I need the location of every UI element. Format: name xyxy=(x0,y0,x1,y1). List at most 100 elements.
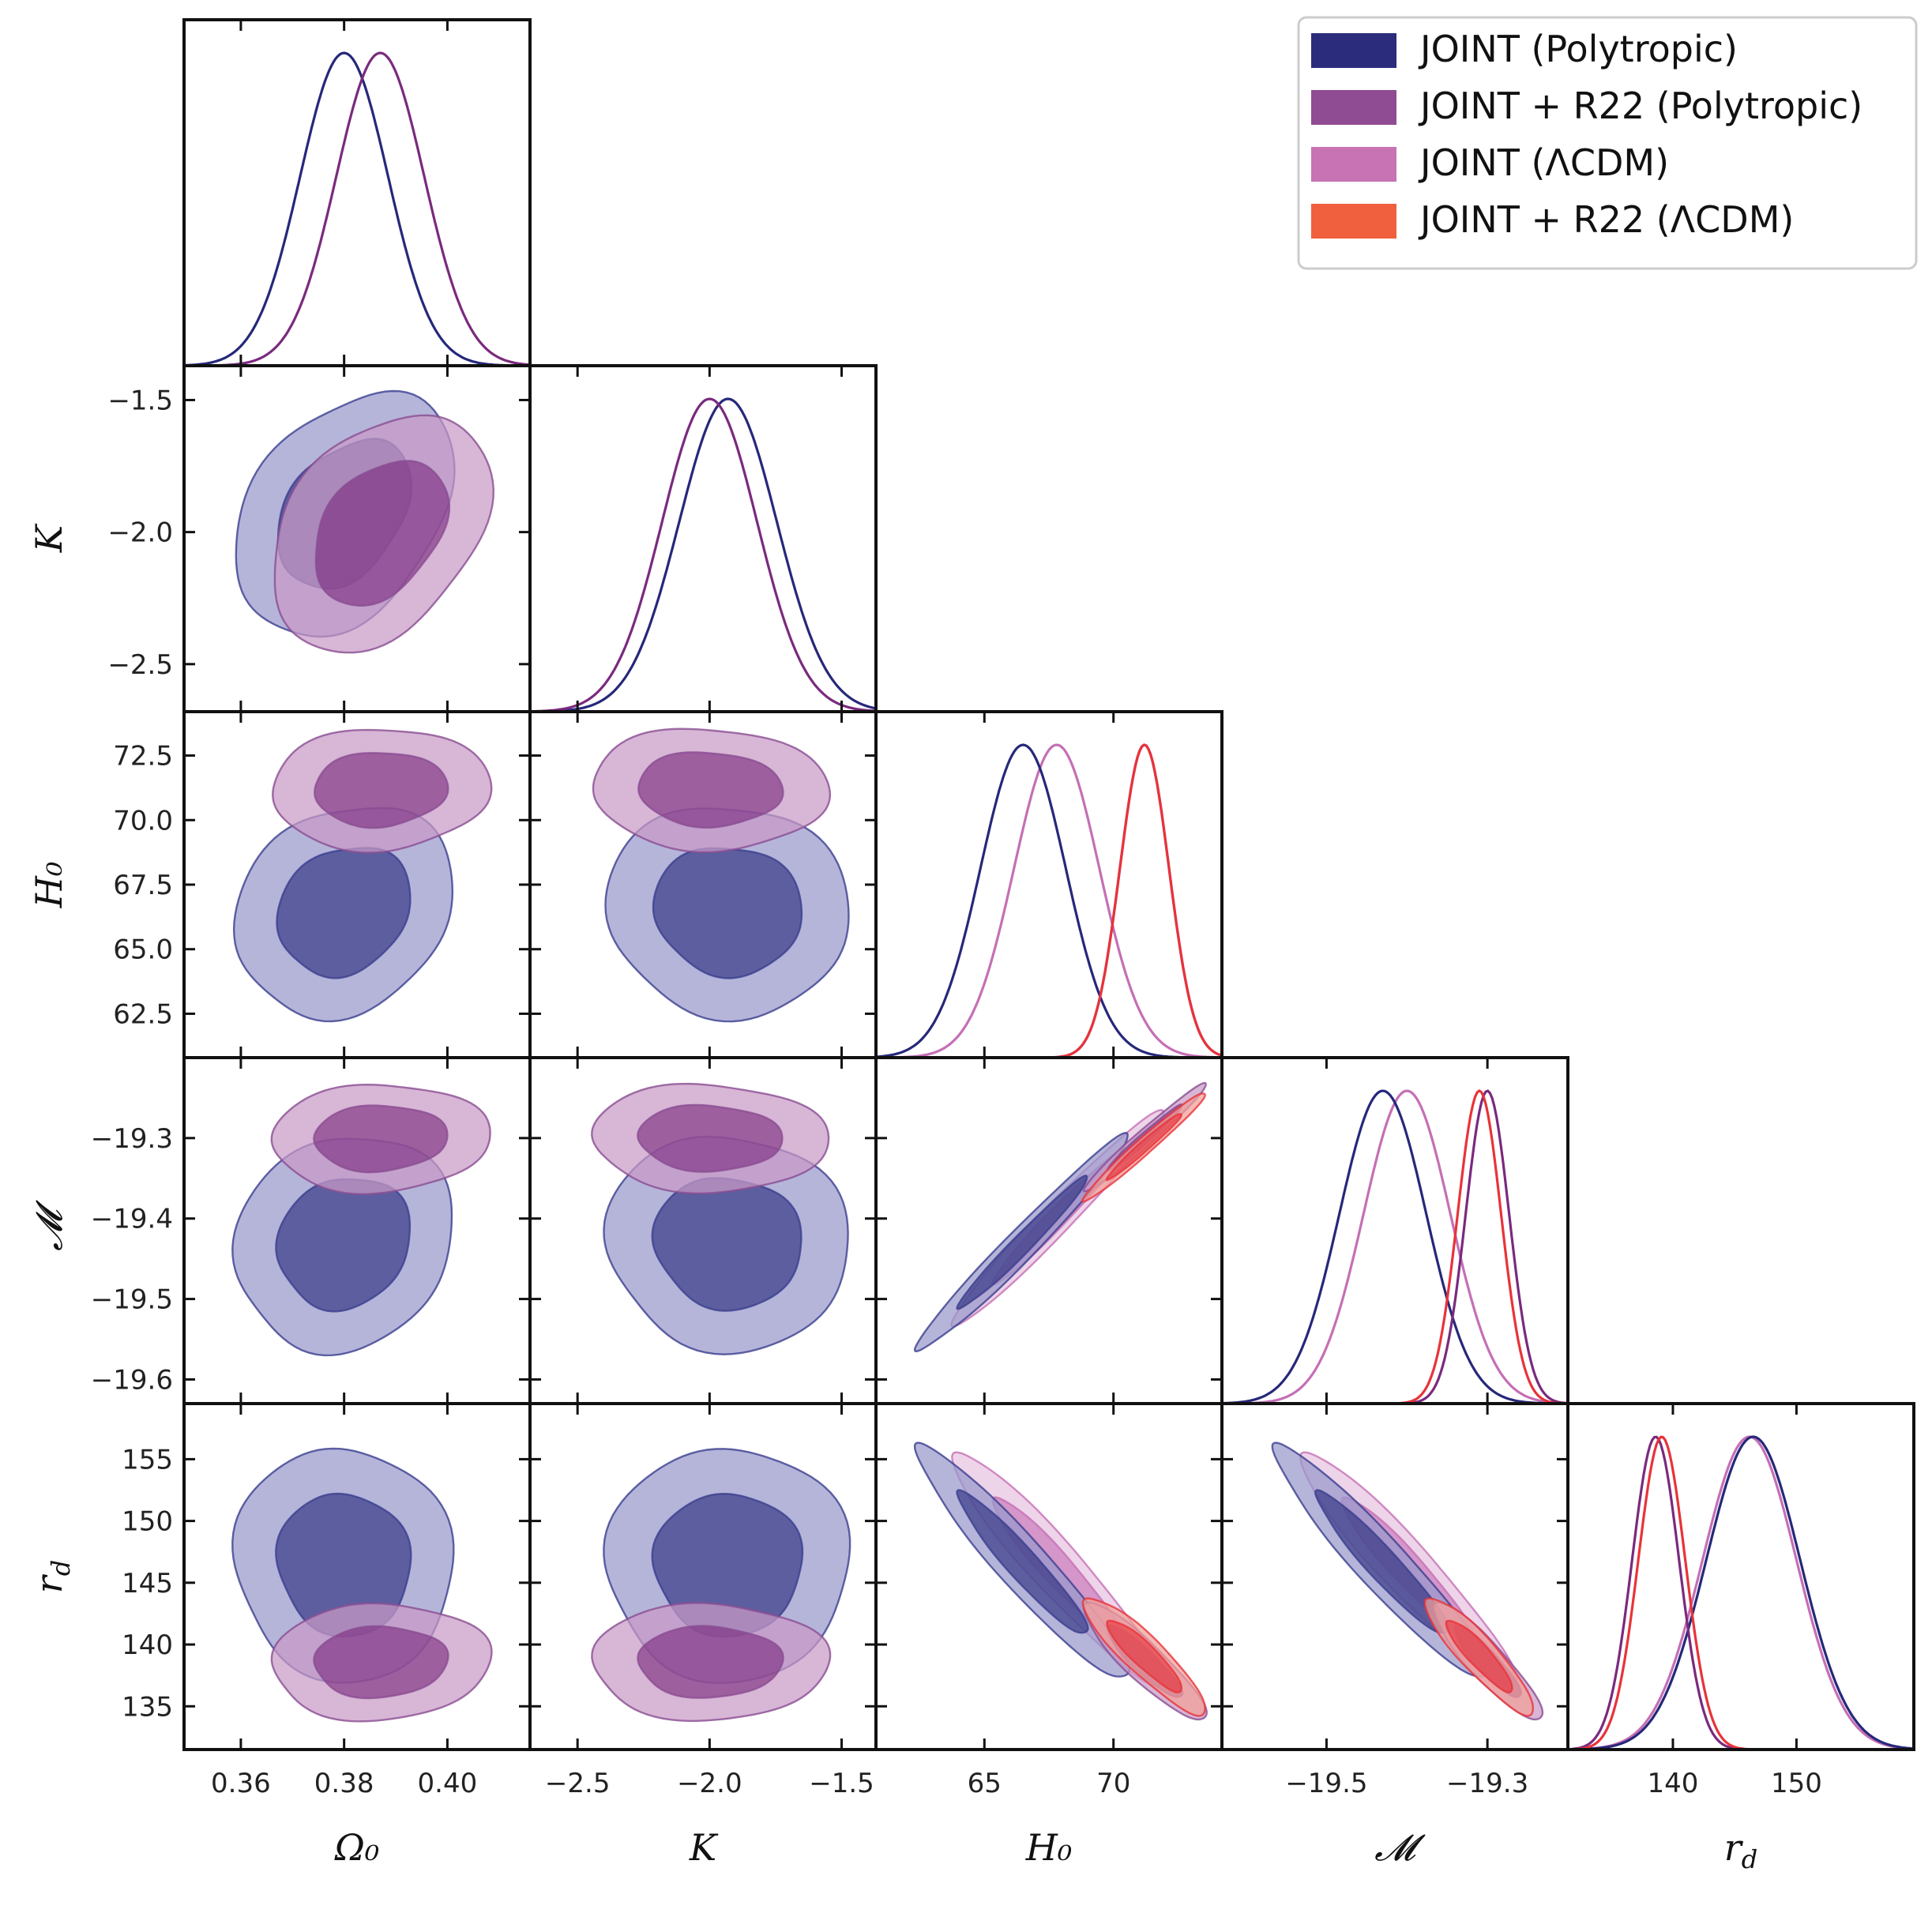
marginal-curve-1 xyxy=(530,397,876,712)
y-tick-label: −19.5 xyxy=(91,1284,173,1316)
marginal-curve-0 xyxy=(530,397,876,712)
y-tick-label: −2.0 xyxy=(107,517,173,549)
y-tick-label: 155 xyxy=(122,1444,173,1475)
y-tick-label: 70.0 xyxy=(113,805,173,836)
contour-0-1sigma xyxy=(652,847,803,979)
y-tick-label: −1.5 xyxy=(107,385,173,416)
contour-1-1sigma xyxy=(313,1104,449,1174)
x-tick-label: −1.5 xyxy=(809,1768,874,1799)
x-axis-label-m: 𝓜 xyxy=(1374,1826,1426,1869)
panel-content xyxy=(231,1447,493,1723)
x-axis-label-om: Ω₀ xyxy=(334,1826,380,1869)
panel-m-vs-om xyxy=(182,1056,532,1405)
marginal-curve-1 xyxy=(1222,1089,1568,1404)
panel-frame xyxy=(1220,1056,1569,1405)
panel-rd-vs-h0 xyxy=(874,1402,1223,1751)
panel-content xyxy=(1222,1089,1568,1404)
axis-labels-layer: −2.5 −2.0 −1.5 62.5 65.0 67.5 70.0 72.5 −19.6 −19… xyxy=(28,385,1822,1874)
marginal-curve-1 xyxy=(184,51,530,366)
x-tick-label: −2.5 xyxy=(545,1768,611,1799)
legend-label: JOINT + R22 (Polytropic) xyxy=(1418,85,1862,127)
panel-m-vs-k xyxy=(528,1056,878,1405)
panels-layer xyxy=(182,18,1915,1751)
panel-content xyxy=(913,1081,1207,1353)
marginal-curve-2 xyxy=(876,743,1222,1058)
x-tick-label: 70 xyxy=(1096,1768,1130,1799)
y-tick-label: 72.5 xyxy=(113,741,173,772)
y-tick-label: 67.5 xyxy=(113,870,173,901)
contour-1-1sigma xyxy=(314,460,451,607)
x-tick-label: 140 xyxy=(1648,1768,1699,1799)
panel-content xyxy=(592,727,850,1023)
panel-content xyxy=(591,1082,849,1355)
panel-frame xyxy=(528,364,878,713)
y-tick-label: −19.6 xyxy=(91,1364,173,1396)
panel-h0-vs-k xyxy=(528,710,878,1059)
x-axis-label-h0: H₀ xyxy=(1025,1826,1073,1869)
contour-1-1sigma xyxy=(637,1103,784,1173)
x-tick-label: −19.3 xyxy=(1446,1768,1528,1799)
marginal-curve-0 xyxy=(184,51,530,366)
contour-1-1sigma xyxy=(313,1625,449,1700)
panel-frame xyxy=(182,18,532,367)
marginal-curve-3 xyxy=(876,743,1222,1058)
panel-content xyxy=(1568,1435,1914,1750)
x-tick-label: 0.36 xyxy=(211,1768,271,1799)
panel-content xyxy=(232,728,493,1023)
contour-1-1sigma xyxy=(637,1625,784,1699)
marginal-curve-2 xyxy=(1222,1089,1568,1404)
contour-3-1sigma xyxy=(1105,1113,1183,1182)
y-axis-label-h0: H₀ xyxy=(28,862,70,909)
legend-swatch xyxy=(1311,147,1396,182)
panel-rd-vs-m xyxy=(1220,1402,1569,1751)
panel-om-vs-om xyxy=(182,18,532,367)
panel-content xyxy=(913,1441,1208,1721)
legend-swatch xyxy=(1311,33,1396,68)
contour-3-1sigma xyxy=(1445,1619,1513,1693)
panel-content xyxy=(876,743,1222,1058)
x-tick-label: 65 xyxy=(968,1768,1002,1799)
panel-content xyxy=(1271,1441,1544,1721)
contour-0-1sigma xyxy=(956,1175,1088,1310)
y-axis-label-m: 𝓜 xyxy=(28,1200,70,1251)
x-tick-label: 0.38 xyxy=(314,1768,374,1799)
y-tick-label: −2.5 xyxy=(107,649,173,681)
x-tick-label: −19.5 xyxy=(1285,1768,1367,1799)
x-axis-label-rd: rd xyxy=(1724,1826,1757,1874)
panel-m-vs-h0 xyxy=(874,1056,1223,1405)
panel-frame xyxy=(1566,1402,1915,1751)
panel-content xyxy=(591,1448,851,1722)
panel-rd-vs-om xyxy=(182,1402,532,1751)
y-tick-label: 135 xyxy=(122,1691,173,1723)
legend-swatch xyxy=(1311,204,1396,239)
legend-label: JOINT (Polytropic) xyxy=(1418,28,1738,70)
marginal-curve-3 xyxy=(1568,1435,1914,1750)
panel-m-vs-m xyxy=(1220,1056,1569,1405)
marginal-curve-2 xyxy=(1568,1435,1914,1750)
legend-frame xyxy=(1297,16,1918,270)
contour-0-1sigma xyxy=(1314,1489,1450,1634)
panel-rd-vs-k xyxy=(528,1402,878,1751)
marginal-curve-3 xyxy=(1222,1089,1568,1404)
y-tick-label: 140 xyxy=(122,1629,173,1661)
marginal-curve-1 xyxy=(876,743,1222,1058)
legend: JOINT (Polytropic) JOINT + R22 (Polytropi… xyxy=(1297,16,1918,270)
panel-content xyxy=(184,51,530,366)
y-tick-label: 145 xyxy=(122,1568,173,1599)
panel-content xyxy=(231,1083,491,1357)
contour-1-1sigma xyxy=(314,752,449,829)
y-axis-label-k: K xyxy=(28,523,70,553)
y-tick-label: 150 xyxy=(122,1506,173,1538)
panel-k-vs-k xyxy=(528,364,878,713)
marginal-curve-0 xyxy=(1222,1089,1568,1404)
panel-rd-vs-rd xyxy=(1566,1402,1915,1751)
legend-label: JOINT + R22 (ΛCDM) xyxy=(1418,198,1794,241)
x-tick-label: 150 xyxy=(1771,1768,1822,1799)
legend-swatch xyxy=(1311,90,1396,125)
contour-3-1sigma xyxy=(1106,1619,1182,1693)
y-tick-label: 65.0 xyxy=(113,934,173,966)
contour-0-1sigma xyxy=(651,1177,802,1312)
marginal-curve-0 xyxy=(1568,1435,1914,1750)
x-tick-label: −2.0 xyxy=(677,1768,742,1799)
